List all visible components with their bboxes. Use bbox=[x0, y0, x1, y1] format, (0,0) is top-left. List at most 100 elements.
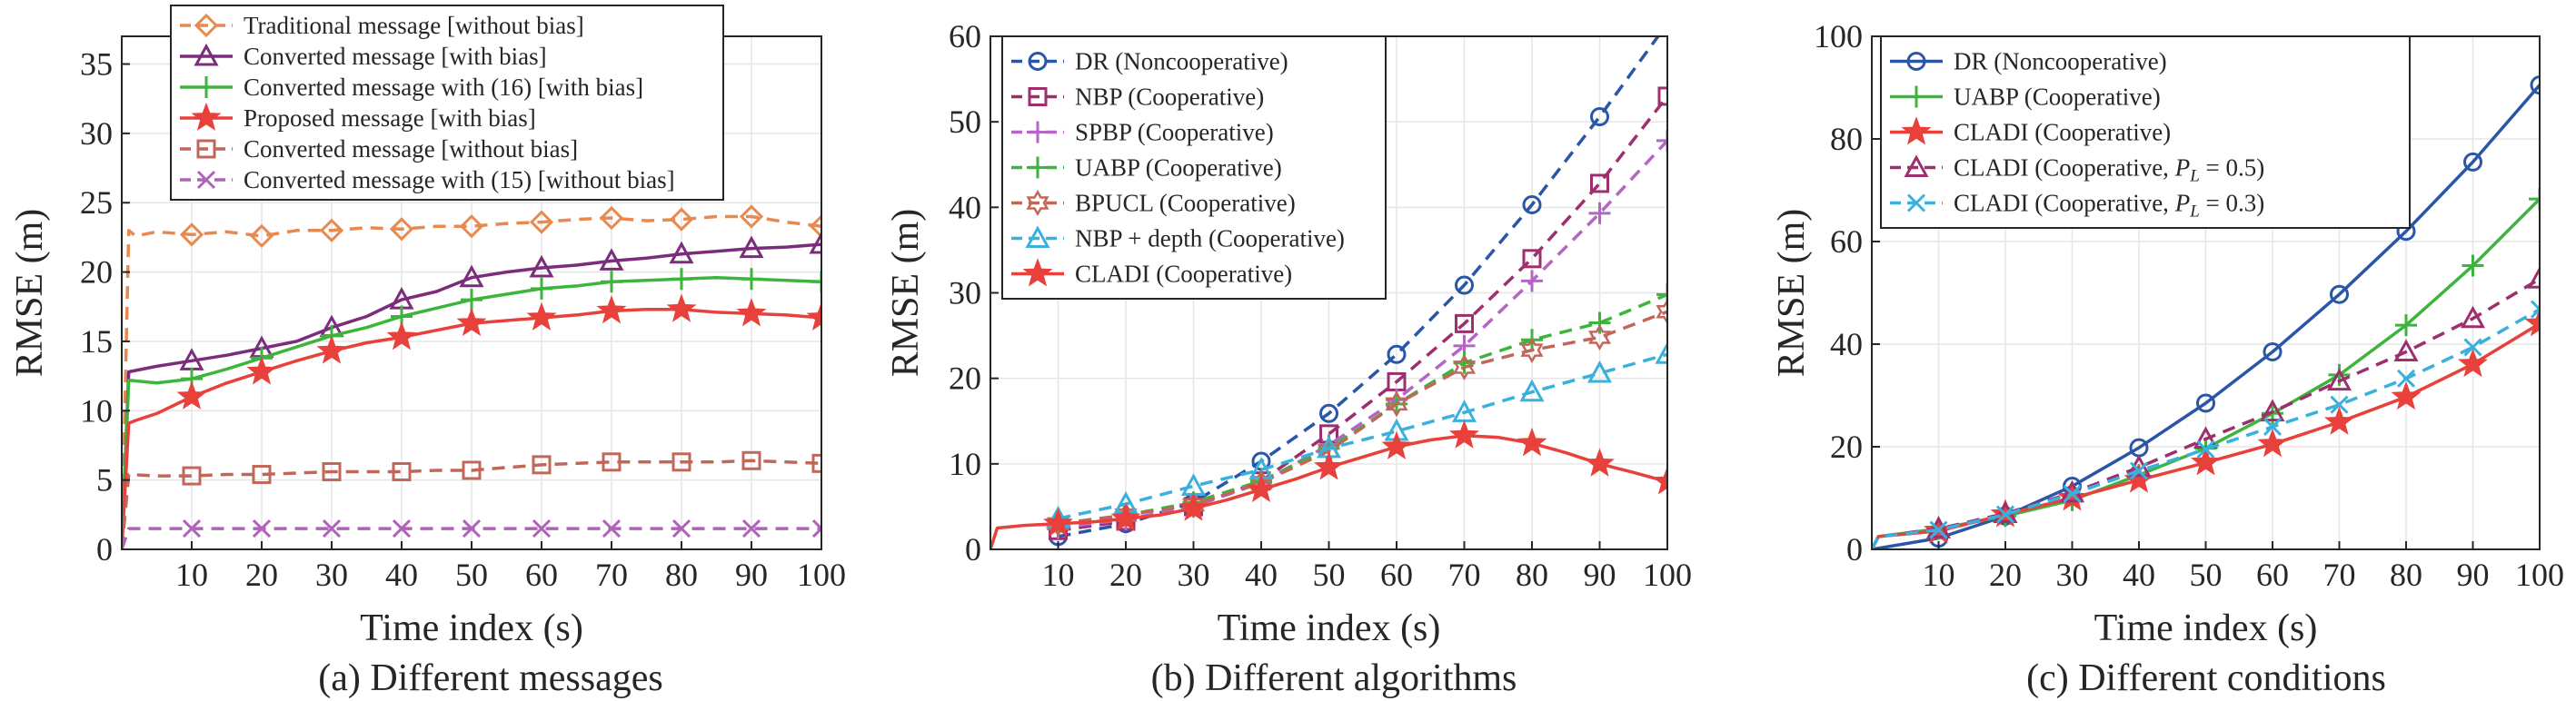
y-axis-label: RMSE (m) bbox=[885, 209, 927, 378]
chart-0: 10 20 30 40 50 60 70 80 90 100 0 5 10 15 20 25 30 35 Time … bbox=[9, 5, 846, 699]
y-tick-label: 80 bbox=[1830, 121, 1863, 157]
data-point-marker bbox=[1656, 298, 1667, 325]
legend-label: NBP (Cooperative) bbox=[1075, 84, 1264, 111]
series-line-6 bbox=[990, 434, 1667, 549]
data-point-marker bbox=[2530, 75, 2540, 95]
data-point-marker bbox=[459, 214, 484, 239]
data-point-marker bbox=[456, 307, 487, 337]
x-tick-label: 50 bbox=[1313, 557, 1346, 593]
data-point-marker bbox=[2330, 395, 2349, 414]
data-point-marker bbox=[526, 301, 557, 331]
series-line-3 bbox=[122, 308, 821, 549]
data-point-marker bbox=[602, 452, 622, 472]
legend-marker bbox=[1906, 193, 1926, 212]
data-point-marker bbox=[1522, 195, 1542, 215]
legend-marker bbox=[1026, 190, 1049, 216]
data-point-marker bbox=[462, 460, 482, 480]
x-tick-label: 10 bbox=[1042, 557, 1075, 593]
legend-label: BPUCL (Cooperative) bbox=[1075, 190, 1296, 217]
series-line-4 bbox=[122, 459, 821, 549]
data-point-marker bbox=[2324, 406, 2354, 435]
y-tick-label: 30 bbox=[80, 115, 113, 152]
data-point-marker bbox=[252, 465, 272, 485]
data-point-marker bbox=[462, 519, 482, 538]
data-point-marker bbox=[601, 271, 622, 293]
series-group bbox=[122, 204, 821, 549]
x-tick-label: 70 bbox=[1448, 557, 1481, 593]
legend-marker bbox=[196, 170, 216, 190]
y-tick-label: 50 bbox=[949, 104, 981, 140]
legend-label: SPBP (Cooperative) bbox=[1075, 119, 1274, 146]
x-axis-label: Time index (s) bbox=[2094, 607, 2318, 649]
y-tick-label: 10 bbox=[949, 446, 981, 482]
data-point-marker bbox=[1588, 311, 1611, 334]
x-tick-label: 60 bbox=[1380, 557, 1413, 593]
y-tick-label: 20 bbox=[80, 254, 113, 291]
series-line-5 bbox=[122, 527, 821, 549]
data-point-marker bbox=[2530, 300, 2540, 319]
panel-caption: (c) Different conditions bbox=[2026, 657, 2386, 699]
y-tick-label: 0 bbox=[96, 531, 113, 568]
series-line-2 bbox=[122, 275, 821, 549]
data-point-marker bbox=[1995, 505, 2015, 524]
x-tick-label: 50 bbox=[455, 557, 488, 593]
legend-label: Converted message with (16) [with bias] bbox=[244, 74, 643, 101]
legend-marker bbox=[195, 76, 217, 98]
data-point-marker bbox=[736, 298, 767, 327]
y-tick-label: 30 bbox=[949, 275, 981, 311]
legend-marker bbox=[191, 102, 222, 131]
x-axis-label: Time index (s) bbox=[1218, 607, 1441, 649]
data-point-marker bbox=[811, 519, 821, 538]
data-point-marker bbox=[666, 293, 697, 322]
data-point-marker bbox=[739, 235, 764, 259]
legend-label: Converted message with (15) [without bia… bbox=[244, 166, 675, 193]
data-point-marker bbox=[2463, 152, 2482, 172]
data-point-marker bbox=[252, 519, 272, 538]
data-point-marker bbox=[1046, 510, 1070, 538]
legend-marker bbox=[194, 13, 219, 38]
data-point-marker bbox=[1455, 275, 1474, 295]
legend-marker bbox=[196, 139, 216, 159]
y-tick-label: 0 bbox=[965, 531, 981, 568]
data-point-marker bbox=[322, 519, 342, 538]
data-point-marker bbox=[1043, 508, 1073, 537]
data-point-marker bbox=[1590, 173, 1609, 193]
data-point-marker bbox=[2393, 339, 2419, 361]
data-point-marker bbox=[1655, 341, 1667, 364]
data-point-marker bbox=[1110, 502, 1141, 532]
legend-marker bbox=[1028, 52, 1048, 71]
legend-marker bbox=[1906, 52, 1926, 71]
data-point-marker bbox=[1519, 379, 1545, 402]
data-point-marker bbox=[2458, 348, 2488, 378]
y-tick-label: 15 bbox=[80, 323, 113, 360]
data-point-marker bbox=[2196, 439, 2215, 459]
y-tick-label: 40 bbox=[949, 189, 981, 225]
y-tick-label: 5 bbox=[96, 462, 113, 499]
data-point-marker bbox=[1246, 473, 1277, 503]
data-point-marker bbox=[2063, 484, 2082, 504]
y-tick-label: 20 bbox=[1830, 429, 1863, 465]
data-point-marker bbox=[2263, 341, 2283, 361]
data-point-marker bbox=[2260, 399, 2285, 422]
panel-caption: (b) Different algorithms bbox=[1151, 657, 1517, 699]
x-tick-label: 80 bbox=[2390, 557, 2422, 593]
data-point-marker bbox=[2391, 380, 2422, 410]
legend-label: Converted message [with bias] bbox=[244, 43, 547, 70]
data-point-marker bbox=[2330, 284, 2349, 304]
data-point-marker bbox=[1925, 516, 1952, 538]
data-point-marker bbox=[741, 519, 761, 538]
x-tick-label: 20 bbox=[1989, 557, 2022, 593]
data-point-marker bbox=[2460, 305, 2486, 329]
data-point-marker bbox=[1520, 337, 1544, 364]
data-point-marker bbox=[1517, 427, 1547, 457]
data-point-marker bbox=[2196, 393, 2215, 413]
x-tick-label: 80 bbox=[1516, 557, 1548, 593]
y-axis-label: RMSE (m) bbox=[9, 209, 51, 378]
series-group bbox=[1872, 75, 2540, 549]
x-tick-label: 100 bbox=[797, 557, 846, 593]
legend-marker bbox=[1027, 156, 1049, 179]
data-point-marker bbox=[182, 519, 202, 538]
data-point-marker bbox=[602, 519, 622, 538]
series-line-0 bbox=[122, 214, 821, 549]
